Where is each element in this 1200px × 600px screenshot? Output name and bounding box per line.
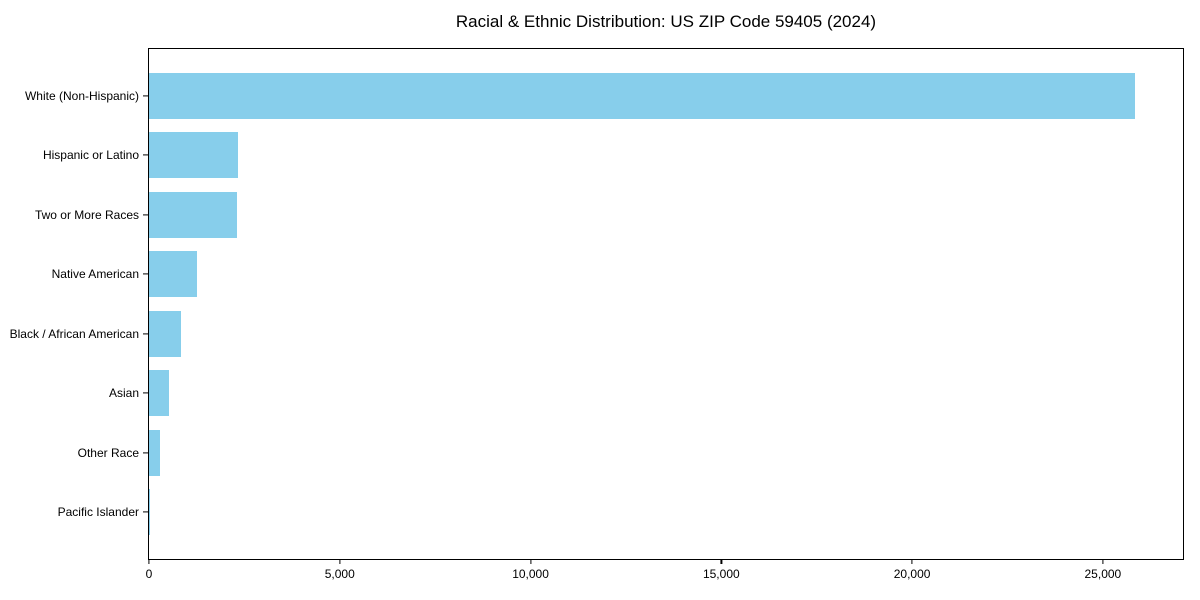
x-tick-label: 20,000	[893, 567, 931, 581]
x-tick-label: 15,000	[702, 567, 740, 581]
bar-row: Asian	[109, 364, 1183, 424]
bar	[149, 310, 182, 357]
bar	[149, 370, 169, 417]
bar-row: Hispanic or Latino	[43, 126, 1183, 186]
category-label: Hispanic or Latino	[42, 148, 139, 163]
x-tick-mark	[529, 559, 532, 564]
bar	[149, 429, 161, 476]
bar-row: White (Non-Hispanic)	[25, 66, 1183, 126]
bar	[149, 132, 238, 179]
y-tick-mark	[143, 95, 148, 97]
y-tick-mark	[143, 511, 148, 513]
x-axis: 0 5,000 10,000 15,000 20,000 25,000	[145, 559, 1183, 593]
category-label: Other Race	[77, 445, 139, 460]
category-label: Native American	[51, 267, 139, 282]
y-tick-mark	[143, 154, 148, 156]
category-label: Asian	[108, 386, 139, 401]
category-label: Black / African American	[9, 326, 139, 341]
plot-area: White (Non-Hispanic) Hispanic or Latino Tw…	[10, 48, 1184, 581]
x-tick-label: 10,000	[512, 567, 549, 581]
y-tick-mark	[143, 214, 148, 216]
x-tick-label: 5,000	[324, 567, 355, 581]
category-label: Pacific Islander	[57, 505, 139, 520]
bar	[149, 489, 150, 536]
y-tick-mark	[143, 392, 148, 394]
category-label: Two or More Races	[34, 207, 139, 222]
bar	[149, 191, 237, 238]
bar-row: Native American	[52, 245, 1183, 305]
bar-row: Pacific Islander	[58, 483, 1183, 543]
bar	[149, 251, 197, 298]
category-label: White (Non-Hispanic)	[24, 88, 139, 103]
bar-row: Two or More Races	[35, 185, 1183, 245]
x-tick-mark	[1102, 559, 1104, 564]
y-tick-mark	[143, 333, 148, 335]
plot-rows: White (Non-Hispanic) Hispanic or Latino Tw…	[10, 49, 1183, 559]
y-tick-mark	[143, 452, 148, 454]
x-tick-mark	[911, 559, 913, 564]
x-tick-mark	[339, 559, 341, 564]
bar-row: Black / African American	[10, 304, 1183, 364]
x-tick-mark	[148, 559, 150, 564]
bar-row: Other Race	[78, 423, 1183, 483]
x-tick-mark	[720, 559, 722, 564]
chart-title: Racial & Ethnic Distribution: US ZIP Cod…	[455, 12, 877, 31]
x-tick-label: 0	[145, 567, 153, 581]
bar	[149, 72, 1135, 119]
y-tick-mark	[143, 273, 148, 275]
x-tick-label: 25,000	[1084, 567, 1122, 581]
